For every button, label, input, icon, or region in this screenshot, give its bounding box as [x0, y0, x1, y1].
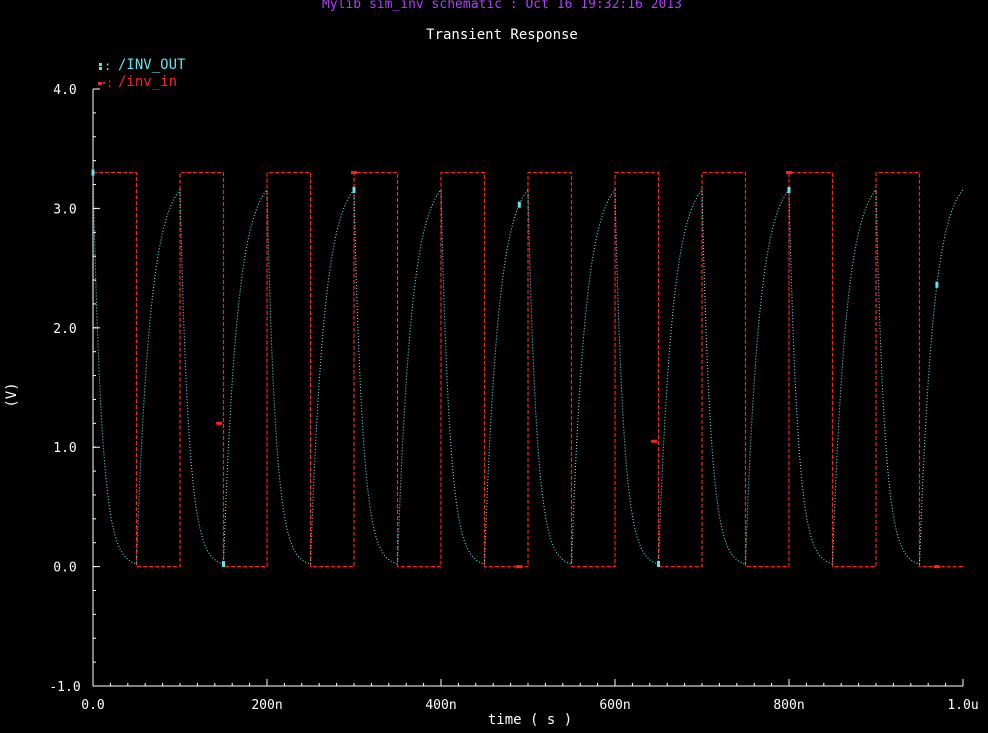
marker-inv-out [935, 281, 939, 288]
series-layer [92, 171, 964, 568]
x-tick-label: 600n [599, 698, 630, 713]
legend: : /INV_OUT : /inv_in [98, 57, 185, 91]
legend-label-inv-in: /inv_in [118, 74, 178, 90]
x-tick-label: 200n [251, 698, 282, 713]
series-line-inv-in [93, 171, 963, 568]
marker-inv-out [517, 201, 521, 208]
x-tick-label: 1.0u [947, 698, 978, 713]
axes: 4.03.02.01.00.0-1.00.0 200n 400n 600n 800n 1.… [49, 83, 978, 713]
marker-inv-in [651, 439, 658, 443]
marker-inv-in [933, 565, 940, 569]
series-line-inv-out [92, 172, 964, 565]
y-tick-label: 1.0 [53, 441, 76, 456]
chart-title: Transient Response [426, 27, 578, 43]
marker-inv-in [516, 565, 523, 569]
y-axis-label: (V) [4, 382, 20, 407]
y-tick-label: -1.0 [49, 680, 80, 695]
y-tick-label: 2.0 [53, 322, 76, 337]
y-tick-label: 3.0 [53, 202, 76, 217]
marker-inv-out [787, 186, 791, 193]
legend-marker-inv-in-icon: : [98, 76, 113, 90]
marker-inv-out [352, 186, 356, 193]
x-axis-label: time ( s ) [488, 712, 572, 728]
y-tick-label: 4.0 [53, 83, 76, 98]
plot-window-header: Mylib sim_inv schematic : Oct 16 19:32:1… [321, 0, 683, 12]
svg-text::: : [106, 76, 113, 90]
marker-inv-in [786, 171, 792, 175]
marker-inv-in [216, 421, 223, 425]
marker-inv-out [222, 560, 225, 567]
x-tick-label: 0.0 [81, 698, 104, 713]
x-tick-label: 800n [773, 698, 804, 713]
legend-label-inv-out: /INV_OUT [118, 57, 186, 73]
legend-item-inv-in[interactable]: : /inv_in [98, 74, 185, 91]
svg-text::: : [104, 59, 111, 73]
marker-layer [91, 169, 940, 569]
x-tick-label: 400n [425, 698, 456, 713]
marker-inv-in [351, 171, 357, 175]
legend-item-inv-out[interactable]: : /INV_OUT [98, 57, 185, 74]
marker-inv-out [91, 169, 95, 176]
y-tick-label: 0.0 [53, 561, 76, 576]
marker-inv-out [657, 560, 660, 567]
legend-marker-inv-out-icon: : [99, 59, 111, 73]
